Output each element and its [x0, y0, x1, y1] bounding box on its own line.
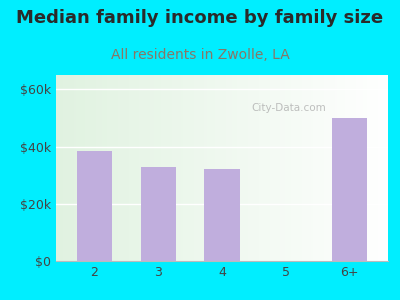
Bar	[140, 167, 176, 261]
Bar	[332, 118, 367, 261]
Bar	[77, 151, 112, 261]
Text: City-Data.com: City-Data.com	[251, 103, 326, 113]
Text: Median family income by family size: Median family income by family size	[16, 9, 384, 27]
Bar	[204, 169, 240, 261]
Text: All residents in Zwolle, LA: All residents in Zwolle, LA	[111, 48, 289, 62]
